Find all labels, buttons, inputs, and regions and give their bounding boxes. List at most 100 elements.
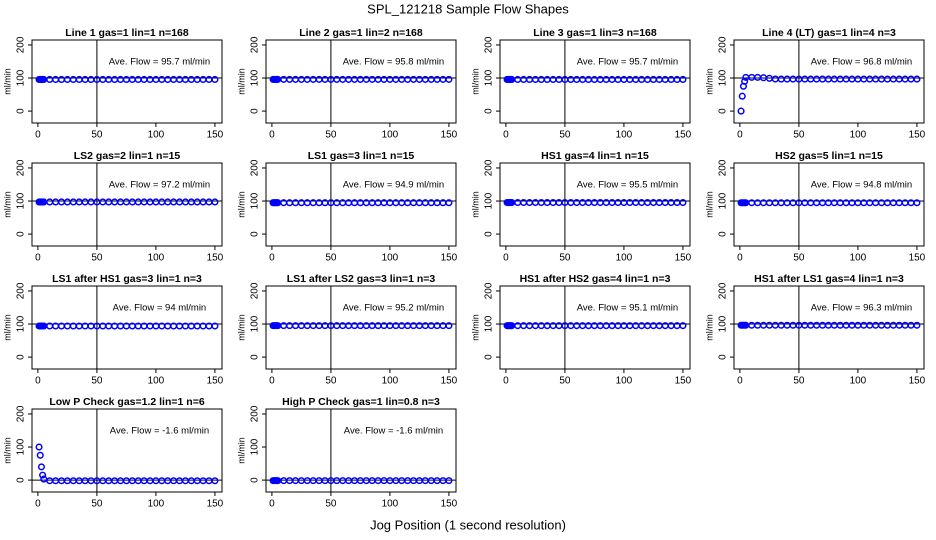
data-point [57,198,66,206]
panel-title: Line 3 gas=1 lin=3 n=168 [533,27,657,39]
data-point [771,75,779,83]
y-tick-label: 0 [718,354,729,360]
data-point [807,321,815,329]
x-tick-label: 150 [441,499,458,510]
y-axis-label: ml/min [236,437,246,464]
data-point [608,75,616,83]
data-point [386,75,394,83]
data-point [350,477,359,485]
data-point [380,75,388,83]
x-tick-label: 100 [148,130,165,141]
x-tick-label: 150 [675,376,692,387]
annotation: Ave. Flow = -1.6 ml/min [344,426,443,437]
y-tick-label: 0 [16,231,27,237]
data-point [280,75,288,83]
y-tick-label: 100 [484,192,495,209]
data-point [280,477,288,485]
data-point [514,75,522,83]
data-point [901,75,909,83]
data-point [170,477,178,485]
plot-box [499,285,691,370]
y-axis-label: ml/min [2,314,12,341]
plot-box [499,39,691,124]
plot-box [733,39,925,124]
data-point [75,75,83,83]
y-tick-label: 200 [484,36,495,53]
data-point [164,198,172,206]
x-tick-label: 50 [325,376,337,387]
data-point [356,477,364,485]
x-tick-label: 150 [207,253,224,264]
plot-box [31,162,223,247]
x-tick-label: 100 [382,376,399,387]
x-tick-label: 150 [207,130,224,141]
data-point [614,75,622,83]
x-tick-label: 50 [91,130,103,141]
y-tick-label: 200 [718,282,729,299]
data-point [679,322,687,330]
data-point [116,198,125,206]
data-point [99,75,107,83]
data-point [134,75,142,83]
y-tick-label: 100 [250,69,261,86]
data-point [872,321,880,329]
data-point [158,198,166,206]
x-tick-label: 150 [675,253,692,264]
plot-box [499,162,691,247]
data-point [409,477,418,485]
data-point [187,198,195,206]
x-tick-label: 150 [207,499,224,510]
data-point [398,477,406,485]
x-tick-label: 100 [382,499,399,510]
data-point [783,75,791,83]
data-point [409,75,418,83]
x-tick-label: 50 [91,253,103,264]
data-point [211,322,219,330]
data-point [895,75,903,83]
data-point [555,75,563,83]
y-tick-label: 0 [250,108,261,114]
data-point [36,451,44,459]
data-point [392,477,400,485]
data-point [181,75,189,83]
x-tick-label: 100 [850,253,867,264]
data-point [57,75,66,83]
data-point [368,75,376,83]
data-point [777,321,785,329]
figure-title: SPL_121218 Sample Flow Shapes [367,1,569,16]
panel-title: Line 1 gas=1 lin=1 n=168 [65,27,189,39]
data-point [398,75,406,83]
data-point [128,75,136,83]
data-point [877,75,886,83]
data-point [584,75,593,83]
data-point [543,75,551,83]
data-point [801,75,809,83]
plot-box [31,408,223,493]
x-tick-label: 100 [148,499,165,510]
data-point [69,477,77,485]
data-point [291,477,300,485]
data-point [99,477,107,485]
data-point [643,75,652,83]
x-tick-label: 0 [269,376,275,387]
data-point [439,75,447,83]
plot-box [265,162,457,247]
data-point [830,321,838,329]
data-point [321,477,329,485]
data-point [291,75,300,83]
x-tick-label: 50 [325,499,337,510]
y-tick-label: 200 [16,159,27,176]
panel-title: LS1 after HS1 gas=3 lin=1 n=3 [52,273,202,285]
x-tick-label: 100 [616,376,633,387]
data-point [146,477,154,485]
data-point [81,198,89,206]
x-tick-label: 0 [269,130,275,141]
y-tick-label: 100 [484,315,495,332]
data-point [187,75,195,83]
data-point [427,477,435,485]
data-point [818,75,827,83]
x-tick-label: 150 [441,130,458,141]
data-point [866,321,874,329]
y-tick-label: 0 [16,477,27,483]
